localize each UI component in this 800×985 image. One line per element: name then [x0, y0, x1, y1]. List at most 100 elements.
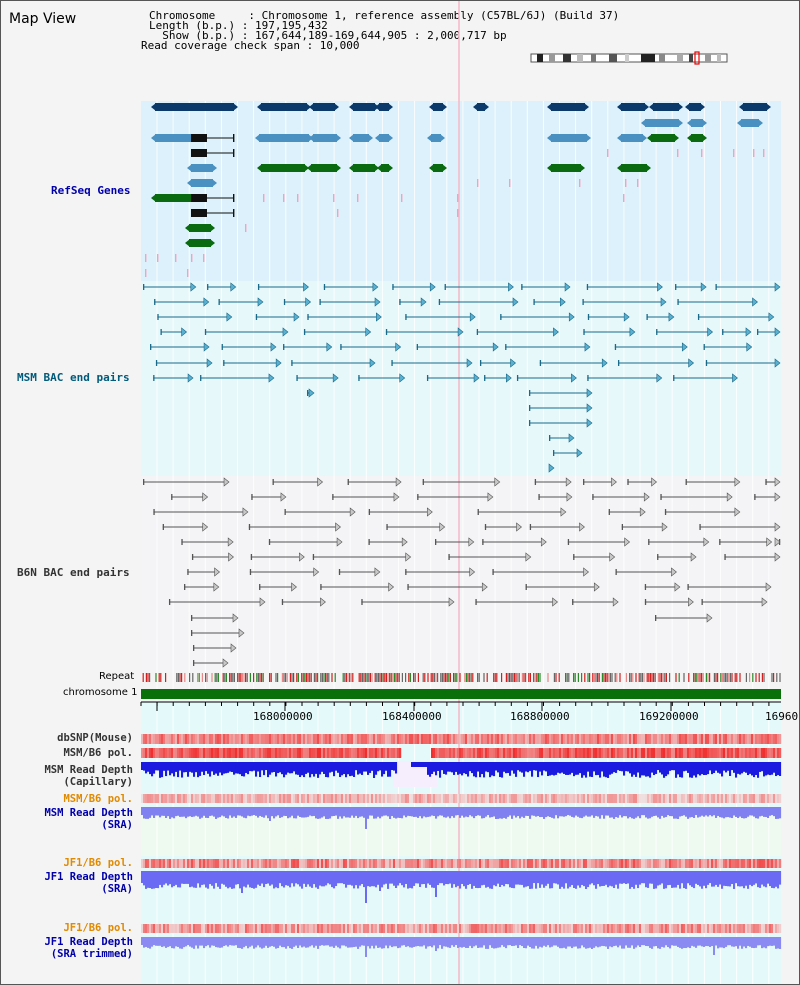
repeat-mark	[726, 673, 728, 682]
repeat-mark	[211, 673, 213, 682]
heat-cell	[211, 794, 214, 803]
depth-bar	[417, 871, 420, 884]
bac-end-tick	[435, 539, 437, 545]
gene-arrow	[309, 134, 314, 142]
depth-bar	[683, 871, 686, 889]
heat-cell	[245, 734, 248, 744]
heat-cell	[543, 748, 546, 758]
depth-bar	[715, 807, 718, 818]
depth-bar	[479, 762, 482, 778]
bac-end-arrow	[629, 327, 636, 337]
heat-cell	[761, 748, 764, 758]
heat-cell	[719, 924, 722, 933]
depth-bar	[439, 807, 442, 816]
heatmap-tracks[interactable]	[141, 734, 782, 933]
depth-bar	[685, 762, 688, 771]
heat-cell	[387, 859, 390, 868]
depth-bar	[441, 762, 444, 771]
heat-cell	[415, 924, 418, 933]
gene-block	[313, 134, 337, 142]
heat-cell	[571, 924, 574, 933]
depth-bar	[767, 807, 770, 819]
bac-end-tick	[592, 494, 594, 500]
depth-bar	[729, 762, 732, 776]
depth-bar	[233, 807, 236, 817]
depth-bar	[449, 937, 452, 948]
repeat-mark	[713, 673, 715, 682]
heat-cell	[529, 859, 532, 868]
heat-cell	[215, 734, 218, 744]
heat-cell	[515, 794, 518, 803]
bac-end-tick	[484, 375, 486, 381]
depth-bar	[741, 871, 744, 887]
chromosome-bar[interactable]	[141, 689, 781, 699]
gene-tick	[157, 254, 159, 262]
bac-end-tick	[368, 539, 370, 545]
depth-bar	[327, 937, 330, 946]
heat-cell	[263, 924, 266, 933]
heat-cell	[541, 924, 544, 933]
heat-cell	[543, 734, 546, 744]
heat-cell	[699, 794, 702, 803]
depth-bar	[735, 871, 738, 884]
heat-cell	[769, 859, 772, 868]
repeat-mark	[779, 673, 781, 682]
depth-bar	[461, 871, 464, 884]
depth-bar	[213, 762, 216, 775]
depth-bar	[665, 807, 668, 817]
depth-bar	[153, 762, 156, 774]
msm-bac-pairs[interactable]	[143, 282, 781, 473]
heat-cell	[733, 794, 736, 803]
gene-arrow	[442, 103, 447, 111]
depth-bar	[457, 762, 460, 775]
heat-cell	[281, 859, 284, 868]
bac-end-tick	[422, 479, 424, 485]
depth-bar	[273, 937, 276, 947]
heat-cell	[333, 924, 336, 933]
heat-cell	[307, 924, 310, 933]
heat-cell	[595, 748, 598, 758]
gene-block	[691, 119, 703, 127]
depth-tracks[interactable]	[141, 761, 782, 957]
heat-cell	[615, 794, 618, 803]
heat-cell	[289, 794, 292, 803]
depth-bar	[479, 871, 482, 888]
heat-cell	[633, 748, 636, 758]
heat-cell	[723, 748, 726, 758]
heat-cell	[667, 748, 670, 758]
depth-bar	[587, 937, 590, 949]
depth-spike	[591, 937, 593, 949]
repeat-track[interactable]	[142, 673, 781, 682]
depth-bar	[575, 807, 578, 816]
bac-end-tick	[150, 344, 152, 350]
heat-cell	[769, 734, 772, 744]
repeat-mark	[729, 673, 731, 682]
heat-cell	[659, 924, 662, 933]
b6n-bac-pairs[interactable]	[143, 477, 781, 668]
bac-end-tick	[656, 329, 658, 335]
heat-cell	[733, 924, 736, 933]
depth-bar	[635, 807, 638, 818]
refseq-gene-features[interactable]	[145, 103, 771, 277]
heat-cell	[389, 924, 392, 933]
depth-bar	[489, 807, 492, 818]
heat-cell	[685, 794, 688, 803]
depth-bar	[183, 871, 186, 884]
bac-end-tick	[385, 329, 388, 335]
depth-bar	[429, 762, 432, 777]
heat-cell	[453, 748, 456, 758]
heat-cell	[429, 794, 432, 803]
depth-bar	[331, 807, 334, 817]
heat-cell	[333, 734, 336, 744]
bac-end-arrow	[282, 327, 289, 337]
bac-end-tick	[621, 524, 624, 530]
heat-cell	[495, 734, 498, 744]
heat-cell	[581, 734, 584, 744]
depth-bar	[395, 871, 398, 889]
depth-bar	[183, 762, 186, 773]
depth-bar	[633, 762, 636, 775]
chromosome-ideogram[interactable]	[529, 51, 731, 67]
bac-end-arrow	[388, 582, 395, 592]
heat-cell	[565, 924, 568, 933]
